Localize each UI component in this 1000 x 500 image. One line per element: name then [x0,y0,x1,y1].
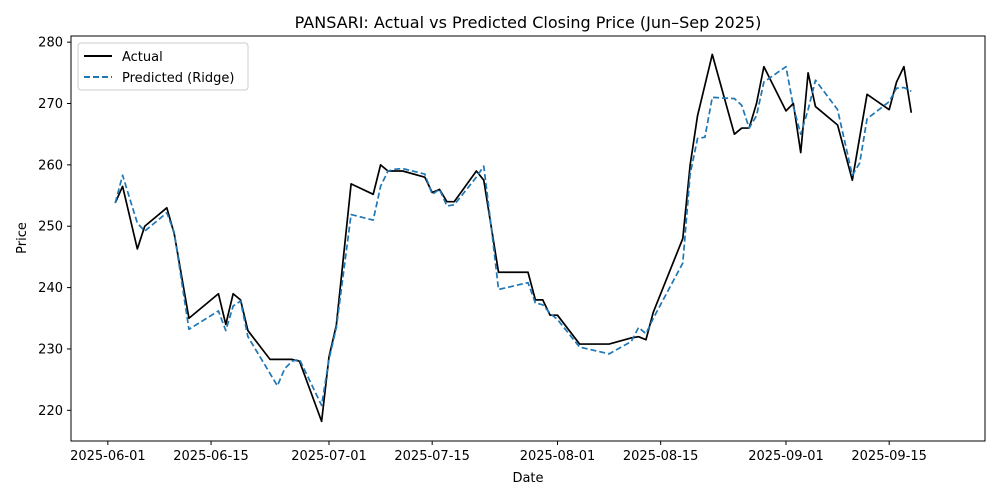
legend-label-predicted: Predicted (Ridge) [122,71,234,86]
x-tick-label: 2025-06-15 [173,449,249,464]
legend: Actual Predicted (Ridge) [77,42,249,91]
legend-label-actual: Actual [122,50,163,65]
series-line-actual [114,53,913,423]
x-axis-label: Date [512,471,543,486]
y-tick-label: 230 [38,342,63,357]
x-tick-label: 2025-07-15 [394,449,470,464]
x-tick-label: 2025-09-01 [748,449,824,464]
series-line-predicted [114,65,912,407]
x-tick-label: 2025-06-01 [70,449,146,464]
y-tick-label: 240 [38,281,63,296]
y-tick-label: 270 [38,97,63,112]
x-tick-label: 2025-08-15 [623,449,699,464]
series-layer [114,53,913,423]
y-tick-label: 220 [38,404,63,419]
axes-frame [70,35,986,442]
chart-title: PANSARI: Actual vs Predicted Closing Pri… [295,13,762,32]
x-tick-label: 2025-07-01 [291,449,367,464]
y-axis-label: Price [15,222,30,254]
plot-area [70,35,986,442]
x-tick-label: 2025-09-15 [851,449,927,464]
x-tick-label: 2025-08-01 [520,449,596,464]
y-axis: 220 230 240 250 260 270 280 [38,36,71,419]
y-tick-label: 250 [38,220,63,235]
legend-frame [77,42,249,91]
y-tick-label: 280 [38,36,63,51]
y-tick-label: 260 [38,158,63,173]
x-axis: 2025-06-01 2025-06-15 2025-07-01 2025-07-15… [70,441,927,464]
